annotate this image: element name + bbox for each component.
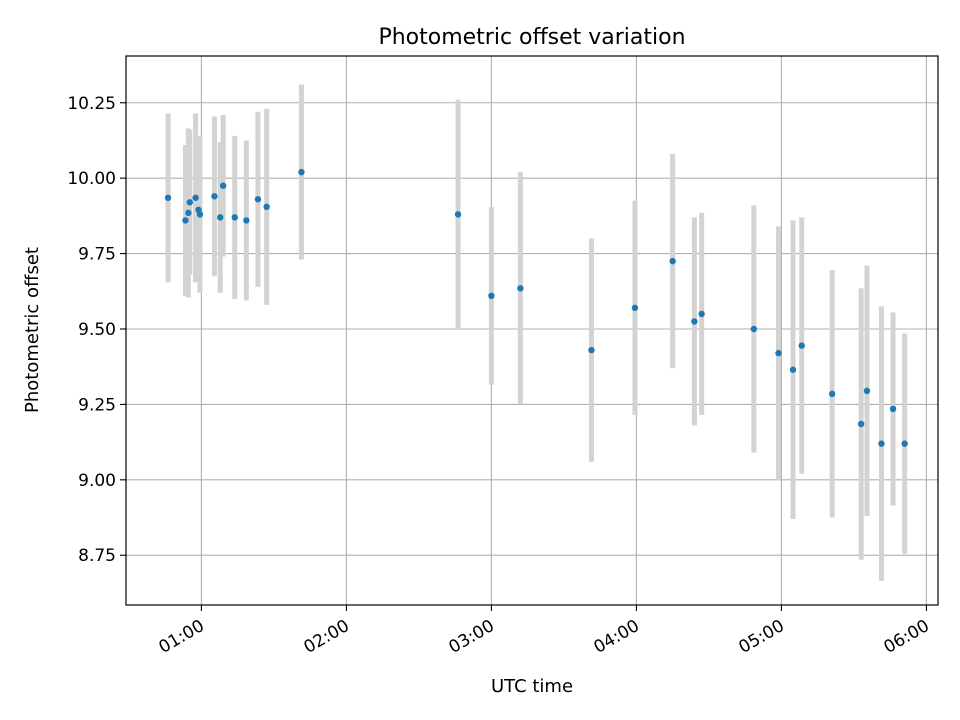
data-point: [211, 193, 218, 200]
plot-frame: [125, 55, 939, 606]
data-point: [631, 304, 639, 312]
data-point: [889, 405, 897, 413]
data-point: [298, 168, 305, 176]
data-point: [231, 214, 238, 221]
data-point: [217, 214, 224, 221]
data-point: [828, 390, 836, 398]
data-point: [186, 199, 193, 206]
data-point: [182, 217, 189, 224]
data-point: [857, 420, 865, 428]
data-point: [588, 346, 595, 354]
data-point: [698, 310, 705, 318]
y-tick-label: 8.75: [78, 546, 116, 566]
data-point: [263, 203, 270, 211]
y-tick-label: 9.00: [78, 471, 116, 491]
data-point: [750, 325, 758, 333]
x-axis-label: UTC time: [491, 676, 573, 697]
chart-title: Photometric offset variation: [378, 25, 685, 50]
data-point: [185, 209, 192, 217]
data-point: [219, 182, 227, 189]
data-point: [669, 257, 676, 265]
data-points: [164, 168, 908, 447]
data-point: [863, 387, 871, 395]
y-tick-label: 9.50: [78, 320, 116, 340]
y-tick-label: 9.25: [78, 395, 116, 415]
data-point: [192, 194, 199, 201]
y-axis-ticks: 8.75 9.00 9.25 9.50 9.75 10.00 10.25: [67, 94, 126, 566]
data-point: [517, 285, 524, 292]
y-axis-label: Photometric offset: [22, 247, 43, 413]
y-tick-label: 10.25: [67, 94, 116, 114]
data-point: [878, 440, 885, 447]
data-point: [454, 211, 462, 218]
data-point: [691, 318, 698, 325]
data-point: [196, 211, 204, 218]
y-tick-label: 9.75: [78, 245, 116, 265]
data-point: [243, 217, 250, 224]
data-point: [254, 196, 262, 203]
data-point: [798, 342, 805, 349]
data-point: [901, 440, 908, 447]
y-tick-label: 10.00: [67, 169, 116, 189]
data-point: [488, 292, 495, 300]
data-point: [164, 194, 172, 201]
data-point: [775, 349, 782, 357]
data-point: [789, 366, 797, 373]
